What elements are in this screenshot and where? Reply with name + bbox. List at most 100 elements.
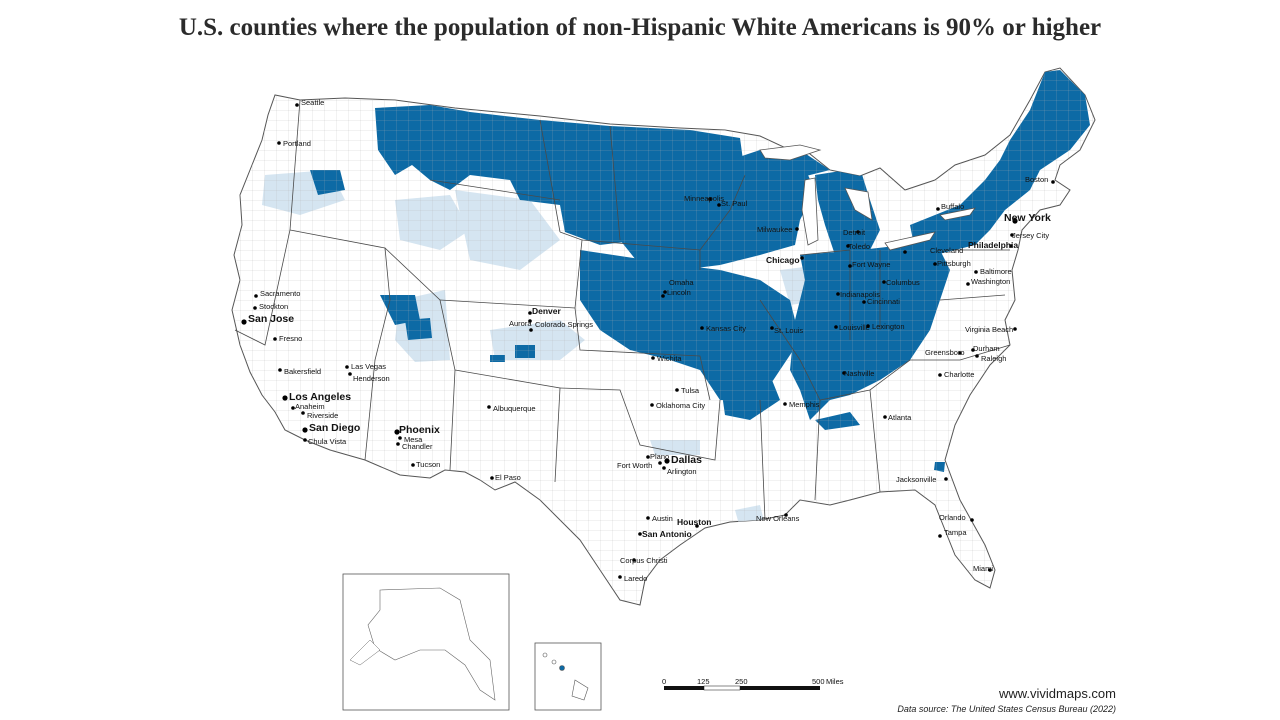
city-marker — [784, 513, 788, 517]
city-label-plano: Plano — [650, 452, 669, 461]
city-marker — [303, 438, 307, 442]
city-marker — [717, 203, 721, 207]
city-marker — [1012, 218, 1018, 224]
city-label-toledo: Toledo — [848, 242, 870, 251]
city-labels: Seattle Portland Sacramento Stockton San Jos… — [241, 98, 1055, 583]
city-marker — [848, 264, 852, 268]
city-label-el-paso: El Paso — [495, 473, 521, 482]
city-label-kansas-city: Kansas City — [706, 324, 746, 333]
city-marker — [528, 319, 532, 323]
city-label-corpus-christi: Corpus Christi — [620, 556, 668, 565]
city-marker — [958, 351, 962, 355]
city-marker — [700, 326, 704, 330]
city-label-new-york: New York — [1004, 212, 1051, 224]
city-marker — [282, 395, 288, 401]
city-marker — [291, 406, 295, 410]
scale-bar: 0 125 250 500 Miles — [662, 677, 844, 691]
city-label-jersey-city: Jersey City — [1012, 231, 1049, 240]
city-marker — [1009, 244, 1013, 248]
scale-label-500: 500 — [812, 677, 825, 686]
city-label-minneapolis: Minneapolis — [684, 194, 724, 203]
city-marker — [646, 516, 650, 520]
city-label-atlanta: Atlanta — [888, 413, 912, 422]
city-marker — [650, 403, 654, 407]
city-marker — [795, 227, 799, 231]
scale-label-125: 125 — [697, 677, 710, 686]
city-marker — [1010, 233, 1014, 237]
city-marker — [253, 306, 257, 310]
city-marker — [800, 256, 804, 260]
city-label-orlando: Orlando — [939, 513, 966, 522]
city-label-chandler: Chandler — [402, 442, 433, 451]
city-marker — [675, 388, 679, 392]
city-label-colorado-springs: Colorado Springs — [535, 320, 593, 329]
city-label-lincoln: Lincoln — [667, 288, 691, 297]
city-marker — [834, 325, 838, 329]
city-label-greensboro: Greensboro — [925, 348, 965, 357]
city-label-austin: Austin — [652, 514, 673, 523]
alaska-inset — [342, 573, 510, 711]
city-marker — [658, 461, 662, 465]
city-marker — [938, 373, 942, 377]
city-marker — [651, 356, 655, 360]
city-marker — [295, 103, 299, 107]
city-label-san-antonio: San Antonio — [642, 529, 692, 539]
city-label-fort-wayne: Fort Wayne — [852, 260, 890, 269]
city-marker — [971, 348, 975, 352]
city-marker — [662, 466, 666, 470]
city-marker — [254, 294, 258, 298]
city-label-st-louis: St. Louis — [774, 326, 803, 335]
city-label-tampa: Tampa — [944, 528, 967, 537]
city-label-denver: Denver — [532, 306, 562, 316]
city-label-milwaukee: Milwaukee — [757, 225, 792, 234]
city-marker — [529, 328, 533, 332]
city-marker — [394, 429, 400, 435]
city-marker — [882, 280, 886, 284]
city-label-nashville: Nashville — [844, 369, 874, 378]
city-marker — [856, 230, 860, 234]
city-label-columbus: Columbus — [886, 278, 920, 287]
city-marker — [883, 415, 887, 419]
city-label-tulsa: Tulsa — [681, 386, 700, 395]
city-marker — [664, 458, 670, 464]
city-label-miami: Miami — [973, 564, 993, 573]
city-marker — [783, 402, 787, 406]
city-label-laredo: Laredo — [624, 574, 647, 583]
city-marker — [302, 427, 308, 433]
city-marker — [273, 337, 277, 341]
city-label-dallas: Dallas — [671, 454, 702, 466]
city-marker — [241, 319, 247, 325]
scale-label-250: 250 — [735, 677, 748, 686]
city-marker — [836, 292, 840, 296]
city-label-bakersfield: Bakersfield — [284, 367, 321, 376]
city-label-charlotte: Charlotte — [944, 370, 974, 379]
city-label-portland: Portland — [283, 139, 311, 148]
city-marker — [618, 575, 622, 579]
city-label-st-paul: St. Paul — [721, 199, 748, 208]
city-marker — [301, 411, 305, 415]
city-marker — [345, 365, 349, 369]
city-marker — [770, 326, 774, 330]
city-label-pittsburgh: Pittsburgh — [937, 259, 971, 268]
city-label-stockton: Stockton — [259, 302, 288, 311]
city-label-cincinnati: Cincinnati — [867, 297, 900, 306]
city-label-fresno: Fresno — [279, 334, 302, 343]
city-label-chula-vista: Chula Vista — [308, 437, 347, 446]
city-label-san-jose: San Jose — [248, 313, 294, 325]
city-label-new-orleans: New Orleans — [756, 514, 800, 523]
city-marker — [944, 477, 948, 481]
city-label-fort-worth: Fort Worth — [617, 461, 652, 470]
city-label-memphis: Memphis — [789, 400, 820, 409]
city-label-washington: Washington — [971, 277, 1010, 286]
city-marker — [936, 207, 940, 211]
city-marker — [842, 371, 846, 375]
city-label-mesa: Mesa — [404, 435, 423, 444]
city-label-detroit: Detroit — [843, 228, 866, 237]
city-label-lexington: Lexington — [872, 322, 905, 331]
city-marker — [348, 372, 352, 376]
city-marker — [396, 442, 400, 446]
city-label-jacksonville: Jacksonville — [896, 475, 936, 484]
city-label-buffalo: Buffalo — [941, 202, 964, 211]
